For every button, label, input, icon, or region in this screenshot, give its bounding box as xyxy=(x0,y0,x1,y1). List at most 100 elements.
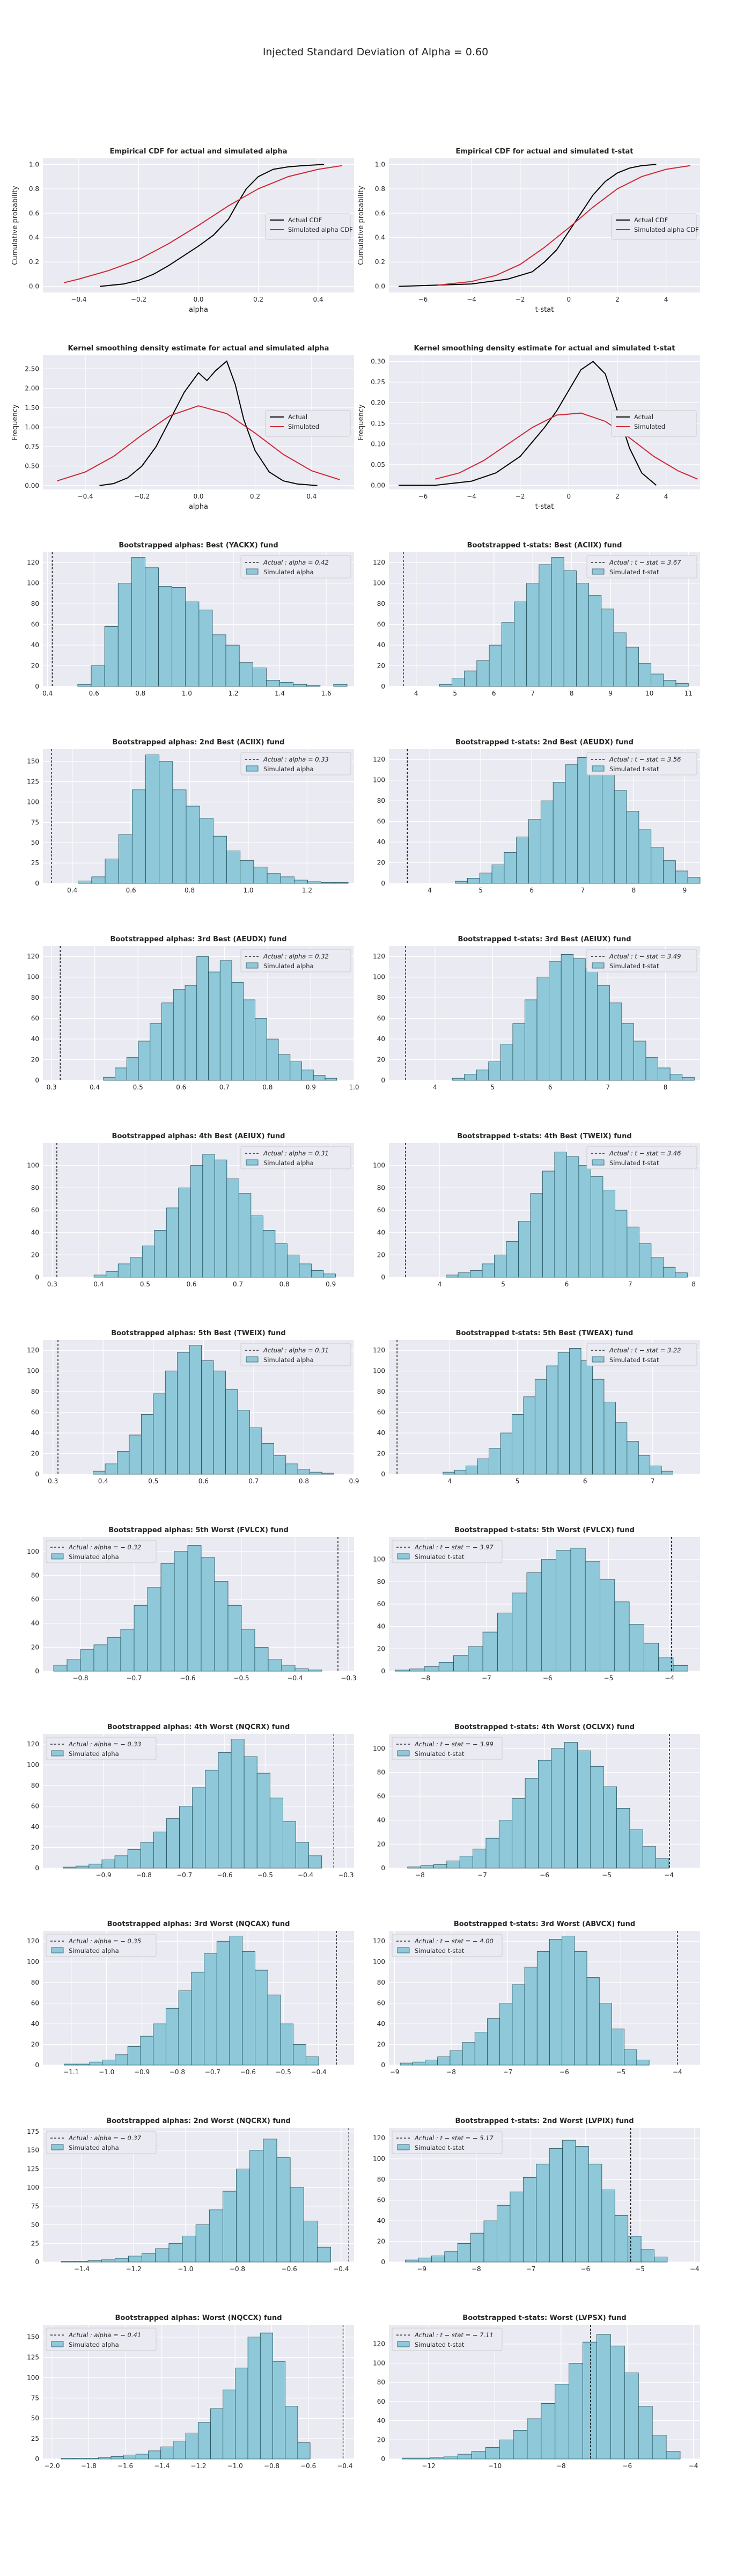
y-tick-label: 0 xyxy=(381,1077,385,1084)
legend-swatch xyxy=(592,568,605,575)
y-tick-label: 120 xyxy=(27,1346,39,1354)
histogram-bar xyxy=(638,1455,651,1475)
y-tick-label: 40 xyxy=(377,838,385,846)
histogram-bar xyxy=(643,1643,659,1672)
subplot-title: Bootstrapped alphas: 3rd Best (AEUDX) fu… xyxy=(110,935,286,943)
x-tick-label: −0.6 xyxy=(217,1871,232,1879)
histogram-bar xyxy=(614,790,627,884)
histogram-bar xyxy=(303,2221,318,2263)
histogram-bar xyxy=(500,1044,513,1081)
y-tick-label: 120 xyxy=(373,559,385,566)
x-tick-label: 0.9 xyxy=(326,1280,336,1288)
histogram-bar xyxy=(557,1352,570,1475)
histogram-bar xyxy=(160,2446,174,2460)
y-tick-label: 175 xyxy=(27,2128,39,2135)
x-tick-label: 0.4 xyxy=(42,690,53,697)
histogram-bar xyxy=(323,1274,336,1278)
histogram-bar xyxy=(240,860,254,884)
legend-label: Actual : alpha = − 0.35 xyxy=(68,1937,141,1945)
y-tick-label: 75 xyxy=(31,2202,39,2210)
y-tick-label: 80 xyxy=(377,2379,385,2386)
subplot-18: −8 −7 −6 −5 −4 0 20 40 60 80 100 Bootstrapped t-sta… xyxy=(373,1723,700,1879)
histogram-bar xyxy=(103,1077,115,1081)
y-tick-label: 40 xyxy=(31,1620,39,1627)
y-axis-label: Frequency xyxy=(357,404,365,440)
y-tick-label: 100 xyxy=(373,974,385,981)
histogram-bar xyxy=(658,1067,671,1081)
x-tick-label: 0.6 xyxy=(176,1084,186,1091)
histogram-bar xyxy=(569,2363,583,2460)
series-line xyxy=(99,360,318,486)
histogram-bar xyxy=(185,2433,198,2460)
subplot-23: −2.0 −1.8 −1.6 −1.4 −1.2 −1.0 −0.8 −0.6 −0.4 0 25 5… xyxy=(27,2314,354,2470)
histogram-bar xyxy=(466,1466,478,1475)
subplot-title: Kernel smoothing density estimate for ac… xyxy=(68,345,329,353)
histogram-bar xyxy=(471,2451,486,2460)
series-line xyxy=(63,165,342,283)
legend-box xyxy=(46,2131,157,2154)
histogram-bar xyxy=(115,2054,128,2066)
histogram-bar xyxy=(153,2023,166,2066)
histogram-bar xyxy=(285,1463,298,1475)
y-tick-label: 0 xyxy=(35,683,39,690)
x-tick-label: −0.3 xyxy=(338,1871,354,1879)
x-tick-label: −0.8 xyxy=(264,2462,279,2470)
histogram-bar xyxy=(525,1778,539,1869)
subplot-8: 4 5 6 7 8 9 0 20 40 60 80 100 120 Bootstrapped t-stat… xyxy=(373,738,701,894)
histogram-bar xyxy=(269,1797,283,1869)
histogram-bar xyxy=(135,2454,149,2460)
histogram-bar xyxy=(554,1152,567,1278)
y-tick-label: 25 xyxy=(31,859,39,867)
y-tick-label: 125 xyxy=(27,2354,39,2361)
y-tick-label: 20 xyxy=(31,1844,39,1851)
histogram-bar xyxy=(244,1756,257,1869)
x-tick-label: 0.6 xyxy=(186,1280,196,1288)
y-tick-label: 40 xyxy=(377,1229,385,1236)
histogram-bar xyxy=(192,1787,206,1869)
histogram-bar xyxy=(285,2406,298,2460)
histogram-bar xyxy=(578,1165,591,1278)
histogram-bar xyxy=(491,864,505,884)
histogram-bar xyxy=(263,2139,277,2263)
y-tick-label: 150 xyxy=(27,2147,39,2154)
legend-box xyxy=(586,555,697,579)
histogram-bar xyxy=(182,2235,196,2263)
histogram-bar xyxy=(624,2372,639,2460)
x-tick-label: 2 xyxy=(615,493,620,500)
y-axis-label: Cumulative probability xyxy=(11,186,19,265)
legend-label: Simulated alpha xyxy=(69,1553,119,1561)
x-tick-label: 0.9 xyxy=(306,1084,316,1091)
y-tick-label: 0 xyxy=(35,1274,39,1281)
y-tick-label: 100 xyxy=(373,1556,385,1563)
legend-box xyxy=(611,410,697,437)
subplot-title: Bootstrapped t-stats: 4th Best (TWEIX) f… xyxy=(457,1132,631,1140)
y-tick-label: 100 xyxy=(27,1958,39,1966)
y-tick-label: 100 xyxy=(27,1548,39,1555)
histogram-bar xyxy=(126,1057,139,1081)
histogram-bar xyxy=(450,2050,463,2066)
x-tick-label: 7 xyxy=(628,1280,632,1288)
histogram-bar xyxy=(260,2332,273,2460)
histogram-bar xyxy=(140,2036,154,2066)
histogram-bar xyxy=(111,2456,124,2460)
legend-label: Simulated t-stat xyxy=(415,1553,465,1561)
histogram-bar xyxy=(229,1936,243,2066)
histogram-bar xyxy=(504,852,517,884)
x-tick-label: −1.4 xyxy=(154,2462,170,2470)
histogram-bar xyxy=(553,782,566,884)
histogram-bar xyxy=(563,570,577,687)
subplot-title: Empirical CDF for actual and simulated a… xyxy=(110,148,288,156)
histogram-bar xyxy=(179,1806,193,1869)
y-tick-label: 40 xyxy=(31,641,39,649)
histogram-bar xyxy=(165,2008,179,2066)
subplot-20: −9 −8 −7 −6 −5 −4 0 20 40 60 80 100 120 Bootstrapped … xyxy=(373,1920,700,2076)
histogram-bar xyxy=(400,2062,413,2066)
subplot-title: Bootstrapped t-stats: Best (ACIIX) fund xyxy=(467,541,622,550)
histogram-bar xyxy=(501,622,514,687)
legend-label: Simulated xyxy=(634,423,665,430)
y-tick-label: 40 xyxy=(31,1823,39,1831)
histogram-bar xyxy=(482,1263,495,1278)
subplot-title: Empirical CDF for actual and simulated t… xyxy=(456,148,634,156)
legend-box xyxy=(46,2328,157,2351)
